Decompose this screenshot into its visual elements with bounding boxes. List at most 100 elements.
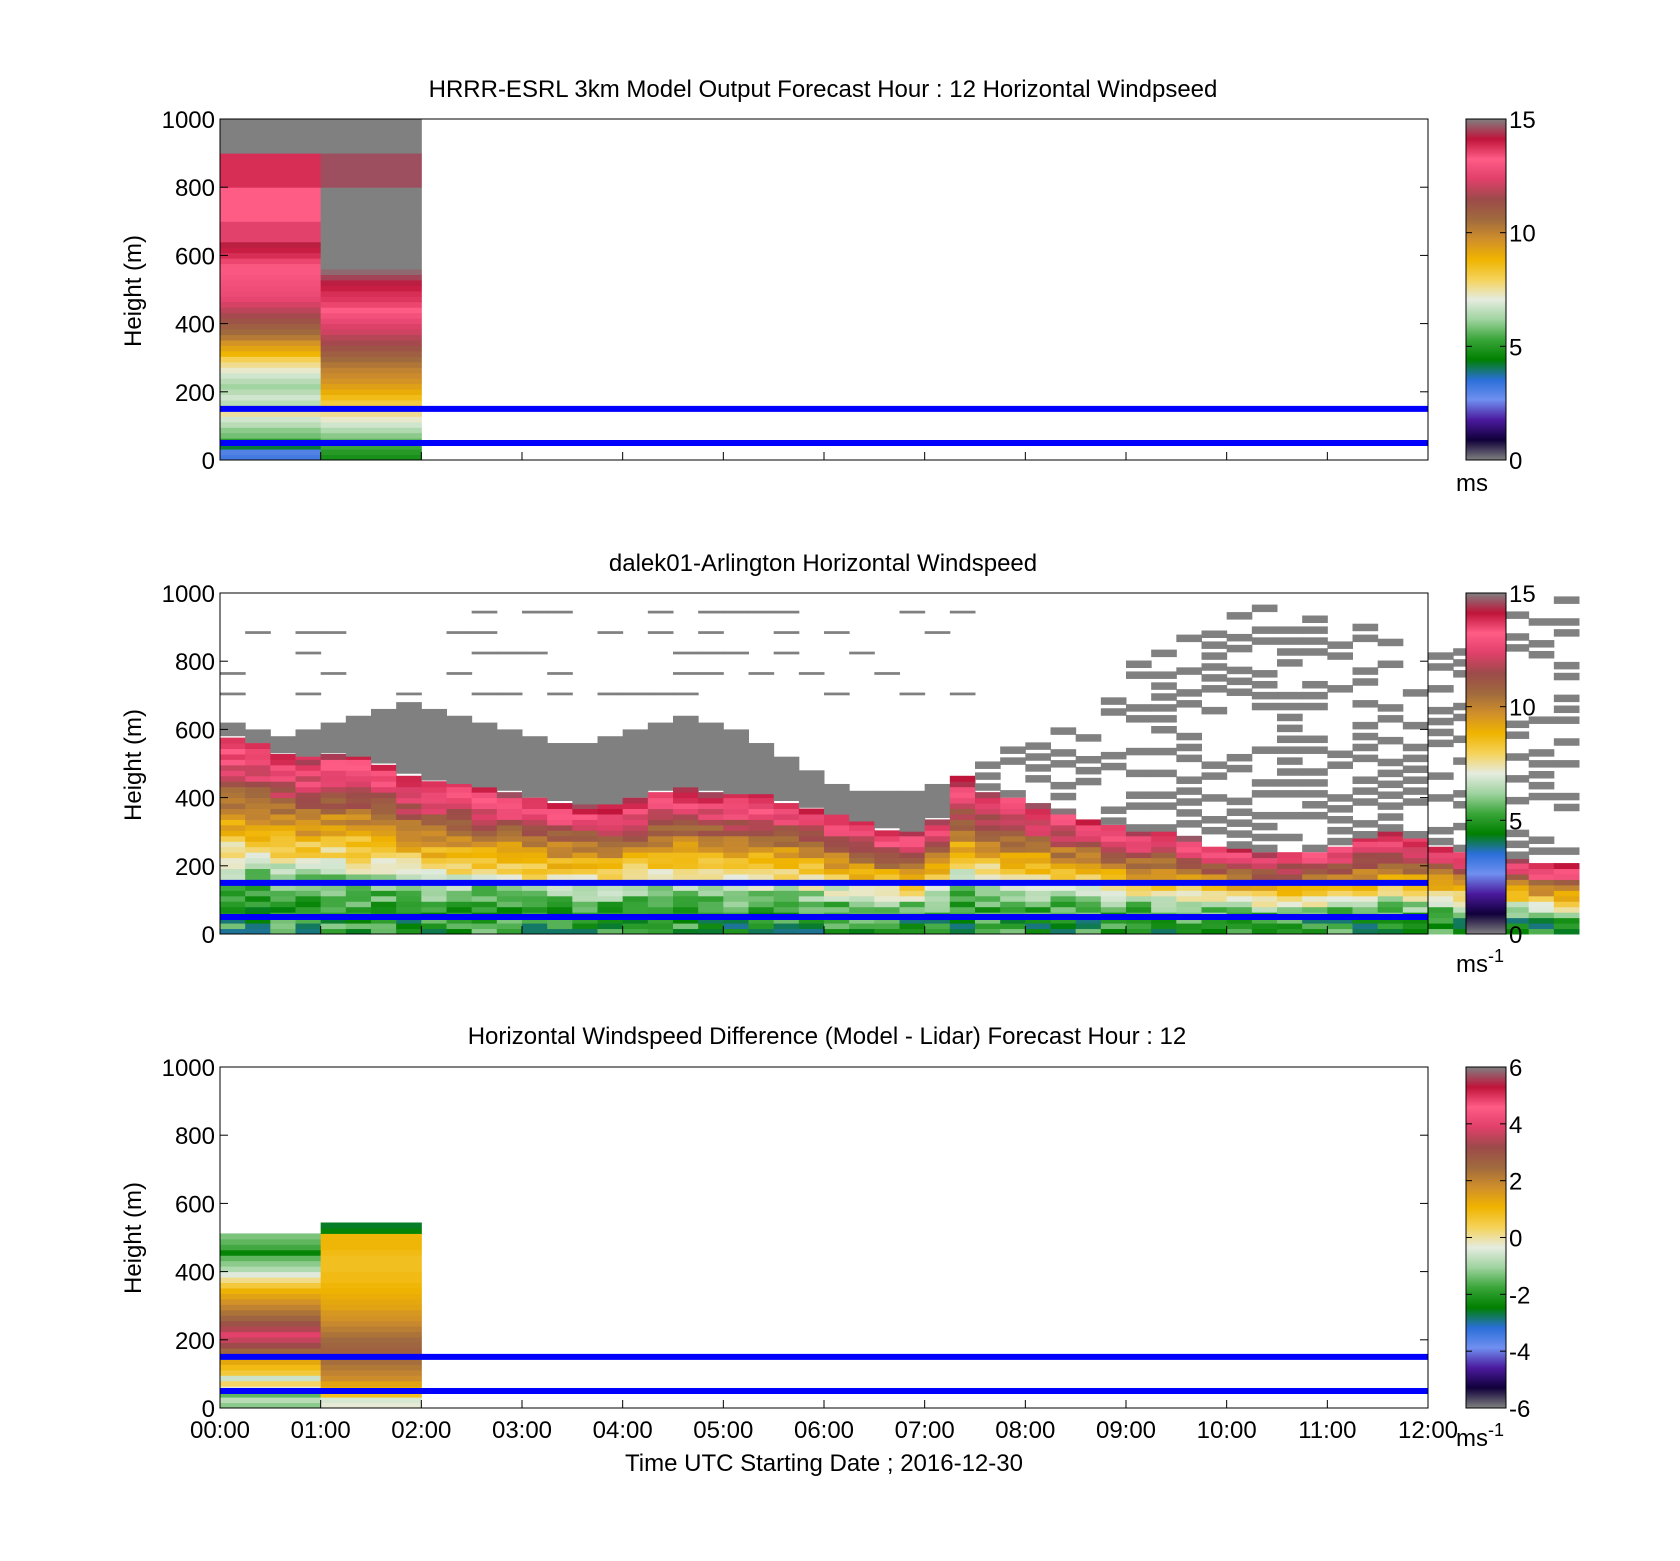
heatmap-cell: [245, 824, 271, 831]
cloud-cell: [748, 743, 775, 795]
heatmap-cell: [396, 928, 422, 935]
heatmap-cell: [798, 819, 825, 826]
cloud-cell: [1327, 641, 1353, 649]
heatmap-cell: [345, 819, 372, 826]
heatmap-cell: [320, 923, 347, 930]
heatmap-cell: [320, 1255, 422, 1262]
heatmap-cell: [1176, 852, 1202, 859]
cloud-cell: [773, 756, 800, 802]
cloud-cell: [597, 736, 624, 805]
heatmap-cell: [471, 824, 498, 831]
cloud-cell: [1327, 685, 1353, 693]
heatmap-cell: [270, 873, 296, 880]
heatmap-cell: [899, 841, 926, 848]
heatmap-cell: [471, 835, 498, 842]
heatmap-cell: [1100, 901, 1127, 908]
heatmap-cell: [320, 378, 422, 385]
heatmap-cell: [798, 813, 825, 820]
x-tick-label: 07:00: [895, 1417, 955, 1444]
heatmap-cell: [773, 928, 800, 935]
heatmap-cell: [723, 830, 749, 837]
heatmap-cell: [824, 813, 850, 820]
cloud-cell: [1352, 721, 1379, 730]
heatmap-cell: [975, 846, 1001, 853]
heatmap-cell: [1251, 928, 1278, 935]
heatmap-cell: [371, 835, 397, 842]
cloud-cell: [1377, 758, 1404, 767]
cloud-cell: [1176, 798, 1202, 806]
heatmap-cell: [1352, 895, 1379, 902]
heatmap-cell: [1050, 901, 1077, 908]
heatmap-cell: [421, 819, 447, 826]
heatmap-cell: [1075, 819, 1102, 826]
heatmap-cell: [673, 917, 699, 924]
heatmap-cell: [1402, 846, 1429, 853]
heatmap-cell: [1025, 824, 1051, 831]
heatmap-cell: [421, 868, 447, 875]
heatmap-cell: [1126, 906, 1152, 913]
heatmap-cell: [924, 868, 951, 875]
heatmap-cell: [295, 928, 322, 935]
cloud-cell: [1226, 633, 1253, 642]
heatmap-cell: [295, 895, 322, 902]
heatmap-cell: [1050, 868, 1077, 875]
heatmap-cell: [1075, 863, 1102, 870]
heatmap-cell: [698, 901, 724, 908]
heatmap-cell: [1100, 857, 1127, 864]
heatmap-cell: [698, 803, 724, 810]
cloud-cell: [1201, 826, 1228, 835]
heatmap-cell: [220, 803, 246, 810]
heatmap-cell: [345, 835, 372, 842]
cloud-cell: [1176, 820, 1202, 828]
y-tick-label: 1000: [162, 107, 215, 134]
heatmap-cell: [421, 786, 447, 793]
heatmap-cell: [371, 781, 397, 788]
heatmap-cell: [597, 906, 624, 913]
heatmap-cell: [496, 857, 523, 864]
cloud-cell: [1302, 801, 1328, 809]
heatmap-cell: [849, 873, 875, 880]
cloud-cell: [1251, 691, 1278, 700]
heatmap-cell: [1302, 895, 1328, 902]
heatmap-cell: [1377, 901, 1404, 908]
heatmap-cell: [1428, 923, 1454, 930]
cloud-cell: [1201, 794, 1228, 802]
cloud-cell: [1277, 626, 1303, 634]
heatmap-cell: [899, 884, 926, 891]
heatmap-cell: [1428, 879, 1454, 886]
heatmap-cell: [1327, 890, 1353, 897]
heatmap-cell: [421, 808, 447, 815]
cloud-cell: [1151, 649, 1177, 658]
cloud-cell: [1327, 750, 1353, 759]
heatmap-cell: [320, 868, 347, 875]
heatmap-cell: [1377, 841, 1404, 848]
colorbar-tick-label: 5: [1509, 808, 1522, 835]
cloud-cell: [1025, 753, 1051, 761]
heatmap-cell: [1050, 841, 1077, 848]
cloud-cell: [1000, 790, 1026, 798]
heatmap-cell: [1000, 808, 1026, 815]
panel-difference: Horizontal Windspeed Difference (Model -…: [120, 1023, 1530, 1477]
heatmap-cell: [345, 857, 372, 864]
heatmap-cell: [1277, 928, 1303, 935]
heatmap-cell: [1352, 923, 1379, 930]
heatmap-cell: [748, 830, 775, 837]
heatmap-cell: [371, 846, 397, 853]
heatmap-cell: [320, 786, 347, 793]
heatmap-cell: [471, 841, 498, 848]
heatmap-cell: [1050, 895, 1077, 902]
cloud-cell: [1151, 715, 1177, 723]
heatmap-cell: [572, 841, 598, 848]
heatmap-cell: [698, 819, 724, 826]
heatmap-cell: [320, 1331, 422, 1338]
heatmap-cell: [1176, 884, 1202, 891]
heatmap-cell: [270, 835, 296, 842]
cloud-cell: [899, 610, 926, 614]
heatmap-cell: [1503, 873, 1530, 880]
heatmap-cell: [471, 884, 498, 891]
heatmap-cell: [1352, 890, 1379, 897]
cloud-cell: [1277, 779, 1303, 787]
heatmap-cell: [1050, 857, 1077, 864]
heatmap-cell: [245, 786, 271, 793]
heatmap-cell: [320, 1244, 422, 1251]
